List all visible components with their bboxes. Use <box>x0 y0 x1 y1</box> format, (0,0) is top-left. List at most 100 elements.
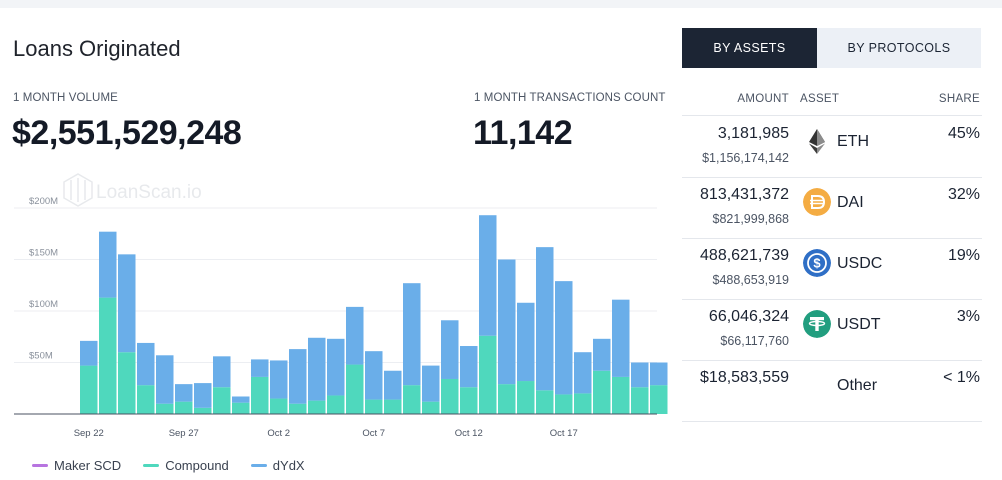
bar-compound[interactable] <box>536 390 554 414</box>
bar-dydx[interactable] <box>365 351 383 400</box>
bar-compound[interactable] <box>365 399 383 414</box>
bar-dydx[interactable] <box>612 299 630 377</box>
bar-compound[interactable] <box>631 387 649 414</box>
bar-compound[interactable] <box>80 365 98 414</box>
asset-usd-value: $488,653,919 <box>712 273 789 287</box>
bar-compound[interactable] <box>251 376 269 414</box>
legend-swatch <box>143 464 160 467</box>
bar-dydx[interactable] <box>80 340 98 366</box>
bar-dydx[interactable] <box>346 306 364 365</box>
bar-dydx[interactable] <box>118 254 136 353</box>
bar-dydx[interactable] <box>403 283 421 386</box>
bar-dydx[interactable] <box>650 362 668 386</box>
bar-compound[interactable] <box>175 401 193 414</box>
svg-text:$: $ <box>813 256 821 271</box>
bar-dydx[interactable] <box>517 302 535 382</box>
asset-row-usdc[interactable]: 488,621,739 $488,653,919 $ USDC 19% <box>682 239 982 300</box>
asset-share: 3% <box>956 308 980 325</box>
bar-dydx[interactable] <box>251 359 269 377</box>
asset-share: 19% <box>947 247 980 264</box>
asset-row-other[interactable]: $18,583,559 Other < 1% <box>682 361 982 422</box>
bar-compound[interactable] <box>118 352 136 414</box>
asset-row-usdt[interactable]: 66,046,324 $66,117,760 USDT 3% <box>682 300 982 361</box>
legend-label: dYdX <box>272 458 305 473</box>
bar-dydx[interactable] <box>479 215 497 336</box>
asset-share: 32% <box>947 186 980 203</box>
bar-dydx[interactable] <box>289 349 307 404</box>
bar-compound[interactable] <box>346 364 364 414</box>
bar-compound[interactable] <box>308 400 326 414</box>
bar-dydx[interactable] <box>555 281 573 395</box>
asset-row-dai[interactable]: 813,431,372 $821,999,868 DAI 32% <box>682 178 982 239</box>
bar-compound[interactable] <box>498 384 516 414</box>
bar-dydx[interactable] <box>441 320 459 379</box>
x-tick-label: Oct 17 <box>550 428 578 439</box>
bar-compound[interactable] <box>99 297 117 414</box>
asset-amount: 66,046,324 <box>708 308 789 325</box>
bar-compound[interactable] <box>270 398 288 414</box>
bar-dydx[interactable] <box>574 352 592 394</box>
bar-compound[interactable] <box>232 402 250 414</box>
legend-swatch <box>250 464 267 467</box>
bar-dydx[interactable] <box>270 360 288 399</box>
tab-by-assets[interactable]: BY ASSETS <box>682 28 817 68</box>
bar-compound[interactable] <box>574 393 592 414</box>
view-tabs: BY ASSETS BY PROTOCOLS <box>682 28 981 68</box>
loans-chart: LoanScan.io $50M $100M $150M $200M Sep 22 Se… <box>14 173 668 439</box>
asset-amount: 488,621,739 <box>700 247 789 264</box>
asset-row-eth[interactable]: 3,181,985 $1,156,174,142 ETH 45% <box>682 117 982 178</box>
bar-compound[interactable] <box>289 403 307 414</box>
asset-name: USDT <box>837 316 881 333</box>
bar-dydx[interactable] <box>593 338 611 371</box>
bar-dydx[interactable] <box>327 338 345 396</box>
bar-compound[interactable] <box>327 395 345 414</box>
asset-usd-value: $1,156,174,142 <box>702 151 789 165</box>
bar-dydx[interactable] <box>175 384 193 402</box>
bar-dydx[interactable] <box>422 365 440 402</box>
bar-dydx[interactable] <box>232 396 250 403</box>
bar-compound[interactable] <box>612 376 630 414</box>
x-tick-label: Oct 12 <box>455 428 483 439</box>
bar-compound[interactable] <box>555 394 573 414</box>
bar-compound[interactable] <box>194 407 212 414</box>
bar-compound[interactable] <box>479 335 497 414</box>
transactions-value: 11,142 <box>473 114 573 152</box>
bar-compound[interactable] <box>593 370 611 414</box>
bar-dydx[interactable] <box>156 355 174 404</box>
volume-value: $2,551,529,248 <box>12 114 242 152</box>
bar-dydx[interactable] <box>384 370 402 400</box>
bar-compound[interactable] <box>517 381 535 414</box>
bar-dydx[interactable] <box>536 247 554 391</box>
legend-item-compound[interactable]: Compound <box>143 458 229 473</box>
bar-compound[interactable] <box>460 387 478 414</box>
bar-dydx[interactable] <box>308 337 326 401</box>
column-header-asset[interactable]: ASSET <box>800 93 840 105</box>
bar-dydx[interactable] <box>460 346 478 388</box>
bar-compound[interactable] <box>422 401 440 414</box>
bar-compound[interactable] <box>441 378 459 414</box>
bar-compound[interactable] <box>403 385 421 414</box>
column-header-amount[interactable]: AMOUNT <box>737 93 789 105</box>
legend-item-dydx[interactable]: dYdX <box>250 458 305 473</box>
asset-amount: 813,431,372 <box>700 186 789 203</box>
page-title: Loans Originated <box>13 36 181 61</box>
top-strip <box>0 0 1002 8</box>
tab-by-protocols[interactable]: BY PROTOCOLS <box>847 41 951 55</box>
column-header-share[interactable]: SHARE <box>938 93 980 105</box>
bar-compound[interactable] <box>384 399 402 414</box>
asset-amount: $18,583,559 <box>700 369 789 386</box>
bar-compound[interactable] <box>650 385 668 414</box>
bar-dydx[interactable] <box>498 259 516 385</box>
y-tick-label: $50M <box>29 351 53 362</box>
bar-dydx[interactable] <box>194 383 212 408</box>
bar-compound[interactable] <box>156 403 174 414</box>
asset-usd-value: $821,999,868 <box>712 212 789 226</box>
bar-compound[interactable] <box>137 385 155 414</box>
bar-compound[interactable] <box>213 387 231 414</box>
legend-item-maker-scd[interactable]: Maker SCD <box>32 458 121 473</box>
bar-dydx[interactable] <box>631 362 649 388</box>
bar-dydx[interactable] <box>213 356 231 388</box>
bar-dydx[interactable] <box>137 342 155 386</box>
bar-dydx[interactable] <box>99 231 117 298</box>
transactions-label: 1 MONTH TRANSACTIONS COUNT <box>474 92 666 104</box>
